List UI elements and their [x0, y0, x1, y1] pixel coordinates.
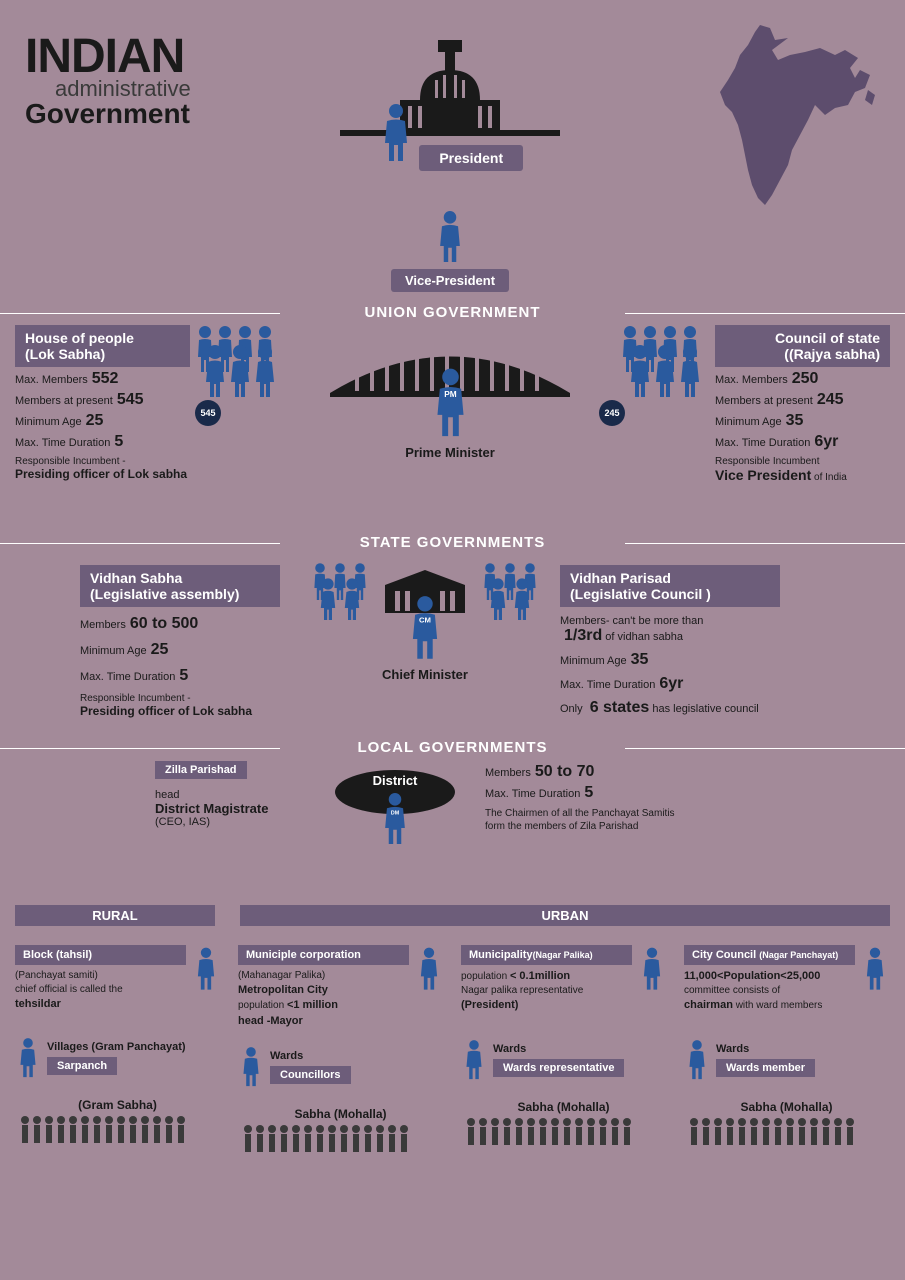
rural-urban-bars: RURAL URBAN — [15, 905, 890, 926]
crowd-icon — [461, 1114, 641, 1154]
cm-section: CM Chief Minister — [375, 565, 475, 684]
municipality-card: Municipality(Nagar Palika) population < … — [461, 945, 666, 1166]
vp-label: Vice-President — [391, 269, 509, 292]
main-title: INDIAN administrative Government — [25, 35, 191, 130]
local-columns: Block (tahsil) (Panchayat samiti) chief … — [15, 945, 890, 1166]
rajya-sabha-badge: 245 — [599, 400, 625, 426]
people-group-icon — [300, 555, 380, 625]
state-heading-row: STATE GOVERNMENTS — [0, 530, 905, 555]
rajya-sabha-block: Council of state ((Rajya sabha) Max. Mem… — [715, 325, 890, 483]
person-icon — [433, 210, 467, 264]
state-heading: STATE GOVERNMENTS — [0, 534, 905, 551]
svg-text:DM: DM — [391, 811, 400, 817]
title-line3: Government — [25, 98, 191, 130]
vp-section: Vice-President — [380, 210, 520, 292]
svg-text:District: District — [373, 773, 418, 788]
local-heading-row: LOCAL GOVERNMENTS — [0, 735, 905, 760]
crowd-icon — [15, 1112, 195, 1152]
person-icon — [15, 1036, 41, 1080]
person-icon — [192, 945, 220, 993]
union-heading: UNION GOVERNMENT — [0, 304, 905, 321]
block-card: Block (tahsil) (Panchayat samiti) chief … — [15, 945, 220, 1166]
person-icon — [461, 1038, 487, 1082]
people-group-icon — [615, 322, 715, 397]
person-icon — [684, 1038, 710, 1082]
person-icon: DM — [378, 792, 412, 846]
person-icon — [415, 945, 443, 993]
parliament-section: PM Prime Minister — [300, 325, 600, 462]
city-council-card: City Council (Nagar Panchayat) 11,000<Po… — [684, 945, 889, 1166]
rajya-sabha-header: Council of state ((Rajya sabha) — [715, 325, 890, 367]
crowd-icon — [684, 1114, 864, 1154]
union-heading-row: UNION GOVERNMENT — [0, 300, 905, 325]
person-icon — [238, 1045, 264, 1089]
crowd-icon — [238, 1121, 418, 1161]
cm-label: Chief Minister — [382, 667, 468, 682]
person-icon — [377, 103, 415, 163]
person-icon: PM — [428, 367, 473, 439]
person-icon — [861, 945, 889, 993]
lok-sabha-badge: 545 — [195, 400, 221, 426]
india-map-icon — [680, 20, 880, 220]
people-group-icon — [190, 322, 290, 397]
lok-sabha-header: House of people (Lok Sabha) — [15, 325, 190, 367]
zilla-section: Zilla Parishad head District Magistrate … — [155, 760, 755, 851]
president-section: President — [290, 30, 610, 171]
person-icon: CM — [404, 595, 446, 661]
pm-label: Prime Minister — [405, 445, 495, 460]
vidhan-sabha-block: Vidhan Sabha(Legislative assembly) Membe… — [80, 565, 280, 718]
lok-sabha-block: House of people (Lok Sabha) Max. Members… — [15, 325, 190, 481]
president-label: President — [419, 145, 523, 171]
people-group-icon — [470, 555, 550, 625]
person-icon — [638, 945, 666, 993]
vidhan-parisad-block: Vidhan Parisad(Legislative Council ) Mem… — [560, 565, 780, 720]
svg-text:CM: CM — [419, 616, 431, 625]
title-line1: INDIAN — [25, 35, 191, 78]
local-heading: LOCAL GOVERNMENTS — [0, 739, 905, 756]
svg-text:PM: PM — [444, 390, 457, 399]
municipal-corp-card: Municiple corporation (Mahanagar Palika)… — [238, 945, 443, 1166]
capitol-icon — [290, 30, 610, 140]
